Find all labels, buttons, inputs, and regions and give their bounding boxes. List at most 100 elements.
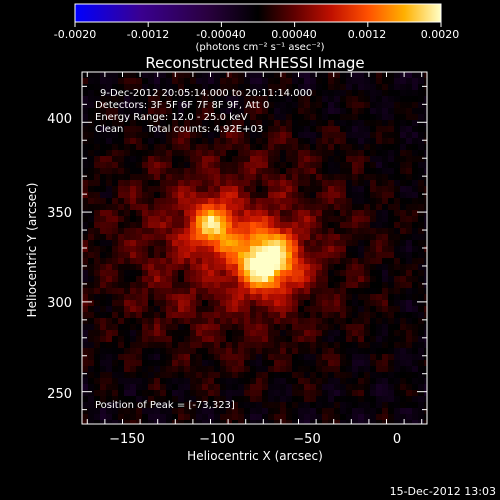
heatmap-cell: [316, 168, 323, 175]
heatmap-cell: [406, 282, 413, 289]
heatmap-cell: [310, 78, 317, 85]
heatmap-cell: [94, 282, 101, 289]
heatmap-cell: [292, 150, 299, 157]
heatmap-cell: [172, 390, 179, 397]
heatmap-cell: [304, 138, 311, 145]
heatmap-cell: [238, 300, 245, 307]
heatmap-cell: [382, 354, 389, 361]
heatmap-cell: [106, 348, 113, 355]
heatmap-cell: [316, 282, 323, 289]
heatmap-cell: [322, 90, 329, 97]
heatmap-cell: [196, 270, 203, 277]
heatmap-cell: [118, 372, 125, 379]
heatmap-cell: [382, 102, 389, 109]
heatmap-cell: [196, 108, 203, 115]
heatmap-cell: [364, 300, 371, 307]
heatmap-cell: [238, 402, 245, 409]
heatmap-cell: [82, 354, 89, 361]
heatmap-cell: [184, 408, 191, 415]
heatmap-cell: [250, 192, 257, 199]
heatmap-cell: [328, 192, 335, 199]
heatmap-cell: [406, 234, 413, 241]
heatmap-cell: [382, 210, 389, 217]
heatmap-cell: [370, 342, 377, 349]
heatmap-cell: [292, 348, 299, 355]
heatmap-cell: [112, 90, 119, 97]
heatmap-cell: [208, 258, 215, 265]
heatmap-cell: [334, 414, 341, 421]
heatmap-cell: [298, 252, 305, 259]
heatmap-cell: [190, 270, 197, 277]
heatmap-cell: [136, 312, 143, 319]
heatmap-cell: [238, 288, 245, 295]
heatmap-cell: [364, 132, 371, 139]
heatmap-cell: [358, 234, 365, 241]
heatmap-cell: [214, 150, 221, 157]
heatmap-cell: [388, 120, 395, 127]
heatmap-cell: [190, 408, 197, 415]
heatmap-cell: [316, 138, 323, 145]
heatmap-cell: [406, 270, 413, 277]
heatmap-cell: [88, 252, 95, 259]
heatmap-cell: [274, 96, 281, 103]
heatmap-cell: [118, 282, 125, 289]
heatmap-cell: [364, 312, 371, 319]
heatmap-cell: [400, 72, 407, 79]
heatmap-cell: [124, 78, 131, 85]
heatmap-cell: [424, 198, 427, 205]
heatmap-cell: [364, 186, 371, 193]
heatmap-cell: [340, 300, 347, 307]
heatmap-cell: [322, 162, 329, 169]
heatmap-cell: [292, 390, 299, 397]
heatmap-cell: [232, 132, 239, 139]
heatmap-cell: [364, 78, 371, 85]
heatmap-cell: [250, 168, 257, 175]
heatmap-cell: [232, 186, 239, 193]
heatmap-cell: [172, 174, 179, 181]
heatmap-cell: [142, 222, 149, 229]
heatmap-cell: [82, 258, 89, 265]
heatmap-cell: [388, 174, 395, 181]
heatmap-cell: [154, 354, 161, 361]
heatmap-cell: [160, 402, 167, 409]
heatmap-cell: [364, 318, 371, 325]
heatmap-cell: [286, 240, 293, 247]
heatmap-cell: [412, 174, 419, 181]
heatmap-cell: [268, 378, 275, 385]
heatmap-cell: [112, 384, 119, 391]
heatmap-cell: [142, 150, 149, 157]
heatmap-cell: [232, 204, 239, 211]
heatmap-cell: [82, 216, 89, 223]
heatmap-cell: [202, 420, 209, 424]
heatmap-cell: [412, 240, 419, 247]
heatmap-cell: [298, 234, 305, 241]
heatmap-cell: [304, 324, 311, 331]
heatmap-cell: [298, 300, 305, 307]
heatmap-cell: [112, 348, 119, 355]
heatmap-cell: [256, 294, 263, 301]
heatmap-cell: [358, 174, 365, 181]
heatmap-cell: [94, 270, 101, 277]
heatmap-cell: [256, 324, 263, 331]
heatmap-cell: [316, 264, 323, 271]
heatmap-cell: [352, 204, 359, 211]
heatmap-cell: [220, 372, 227, 379]
heatmap-cell: [334, 408, 341, 415]
heatmap-cell: [400, 78, 407, 85]
heatmap-cell: [262, 162, 269, 169]
heatmap-cell: [142, 240, 149, 247]
heatmap-cell: [172, 180, 179, 187]
heatmap-cell: [94, 264, 101, 271]
heatmap-cell: [304, 204, 311, 211]
heatmap-cell: [346, 222, 353, 229]
heatmap-cell: [142, 234, 149, 241]
heatmap-cell: [142, 108, 149, 115]
heatmap-cell: [352, 96, 359, 103]
heatmap-cell: [124, 342, 131, 349]
heatmap-cell: [292, 120, 299, 127]
heatmap-cell: [394, 246, 401, 253]
info-time: 9-Dec-2012 20:05:14.000 to 20:11:14.000: [100, 88, 312, 99]
heatmap-cell: [328, 198, 335, 205]
heatmap-cell: [166, 264, 173, 271]
heatmap-cell: [298, 156, 305, 163]
